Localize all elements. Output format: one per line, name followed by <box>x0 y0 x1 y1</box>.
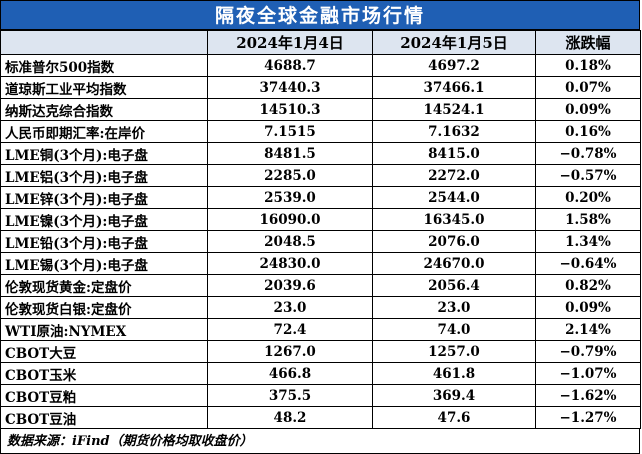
cell: −0.79% <box>535 340 641 363</box>
cell: −0.64% <box>535 252 641 275</box>
cell: 0.20% <box>535 186 641 209</box>
cell: 0.09% <box>535 296 641 319</box>
cell: 纳斯达克综合指数 <box>0 98 208 121</box>
cell: 1267.0 <box>207 340 373 363</box>
cell: 23.0 <box>207 296 373 319</box>
table-row: WTI原油:NYMEX 72.4 74.0 2.14% <box>0 318 641 341</box>
cell: 1257.0 <box>372 340 536 363</box>
cell: −1.62% <box>535 384 641 407</box>
cell: 0.07% <box>535 76 641 99</box>
cell: 72.4 <box>207 318 373 341</box>
cell: 4697.2 <box>372 54 536 77</box>
cell: 2544.0 <box>372 186 536 209</box>
cell: 2539.0 <box>207 186 373 209</box>
cell: −0.57% <box>535 164 641 187</box>
header-row: 2024年1月4日 2024年1月5日 涨跌幅 <box>0 30 641 55</box>
cell: 466.8 <box>207 362 373 385</box>
cell: 道琼斯工业平均指数 <box>0 76 208 99</box>
table-row: 伦敦现货白银:定盘价 23.0 23.0 0.09% <box>0 296 641 319</box>
cell: 1.34% <box>535 230 641 253</box>
cell: 涨跌幅 <box>535 30 641 55</box>
table-row: CBOT玉米 466.8 461.8 −1.07% <box>0 362 641 385</box>
cell: 0.18% <box>535 54 641 77</box>
source-note: 数据来源：iFind（期货价格均取收盘价） <box>0 429 640 454</box>
cell: 标准普尔500指数 <box>0 54 208 77</box>
table-row: LME铜(3个月):电子盘 8481.5 8415.0 −0.78% <box>0 142 641 165</box>
cell: 2024年1月4日 <box>207 30 373 55</box>
cell: 16345.0 <box>372 208 536 231</box>
cell: 2076.0 <box>372 230 536 253</box>
cell: CBOT豆粕 <box>0 384 208 407</box>
cell: 伦敦现货黄金:定盘价 <box>0 274 208 297</box>
table-row: CBOT大豆 1267.0 1257.0 −0.79% <box>0 340 641 363</box>
cell: −0.78% <box>535 142 641 165</box>
cell: 8481.5 <box>207 142 373 165</box>
table-row: LME锡(3个月):电子盘 24830.0 24670.0 −0.64% <box>0 252 641 275</box>
market-table: 2024年1月4日 2024年1月5日 涨跌幅 标准普尔500指数 4688.7 4697… <box>0 30 641 429</box>
cell: 7.1632 <box>372 120 536 143</box>
table-row: 伦敦现货黄金:定盘价 2039.6 2056.4 0.82% <box>0 274 641 297</box>
cell: −1.27% <box>535 406 641 429</box>
cell: 0.09% <box>535 98 641 121</box>
cell: 16090.0 <box>207 208 373 231</box>
cell: CBOT豆油 <box>0 406 208 429</box>
cell <box>0 30 208 55</box>
cell: LME铜(3个月):电子盘 <box>0 142 208 165</box>
cell: 7.1515 <box>207 120 373 143</box>
table-row: CBOT豆油 48.2 47.6 −1.27% <box>0 406 641 429</box>
cell: 1.58% <box>535 208 641 231</box>
cell: 2272.0 <box>372 164 536 187</box>
cell: 47.6 <box>372 406 536 429</box>
cell: 369.4 <box>372 384 536 407</box>
cell: LME锡(3个月):电子盘 <box>0 252 208 275</box>
table-row: 人民币即期汇率:在岸价 7.1515 7.1632 0.16% <box>0 120 641 143</box>
cell: 24830.0 <box>207 252 373 275</box>
table-row: 道琼斯工业平均指数 37440.3 37466.1 0.07% <box>0 76 641 99</box>
cell: WTI原油:NYMEX <box>0 318 208 341</box>
cell: 461.8 <box>372 362 536 385</box>
table-row: 纳斯达克综合指数 14510.3 14524.1 0.09% <box>0 98 641 121</box>
cell: 37440.3 <box>207 76 373 99</box>
cell: 2039.6 <box>207 274 373 297</box>
cell: 0.82% <box>535 274 641 297</box>
table-row: CBOT豆粕 375.5 369.4 −1.62% <box>0 384 641 407</box>
cell: 伦敦现货白银:定盘价 <box>0 296 208 319</box>
table-row: LME镍(3个月):电子盘 16090.0 16345.0 1.58% <box>0 208 641 231</box>
cell: 37466.1 <box>372 76 536 99</box>
cell: 14524.1 <box>372 98 536 121</box>
cell: LME铝(3个月):电子盘 <box>0 164 208 187</box>
cell: 人民币即期汇率:在岸价 <box>0 120 208 143</box>
table-row: 标准普尔500指数 4688.7 4697.2 0.18% <box>0 54 641 77</box>
cell: 2.14% <box>535 318 641 341</box>
cell: 2024年1月5日 <box>372 30 536 55</box>
cell: CBOT玉米 <box>0 362 208 385</box>
cell: LME铅(3个月):电子盘 <box>0 230 208 253</box>
cell: CBOT大豆 <box>0 340 208 363</box>
cell: 4688.7 <box>207 54 373 77</box>
cell: 2056.4 <box>372 274 536 297</box>
cell: −1.07% <box>535 362 641 385</box>
table-row: LME铅(3个月):电子盘 2048.5 2076.0 1.34% <box>0 230 641 253</box>
table-row: LME锌(3个月):电子盘 2539.0 2544.0 0.20% <box>0 186 641 209</box>
cell: 2285.0 <box>207 164 373 187</box>
cell: LME锌(3个月):电子盘 <box>0 186 208 209</box>
cell: 8415.0 <box>372 142 536 165</box>
cell: LME镍(3个月):电子盘 <box>0 208 208 231</box>
title: 隔夜全球金融市场行情 <box>0 0 640 30</box>
cell: 2048.5 <box>207 230 373 253</box>
cell: 48.2 <box>207 406 373 429</box>
cell: 375.5 <box>207 384 373 407</box>
table-row: LME铝(3个月):电子盘 2285.0 2272.0 −0.57% <box>0 164 641 187</box>
cell: 24670.0 <box>372 252 536 275</box>
cell: 23.0 <box>372 296 536 319</box>
cell: 14510.3 <box>207 98 373 121</box>
cell: 74.0 <box>372 318 536 341</box>
cell: 0.16% <box>535 120 641 143</box>
